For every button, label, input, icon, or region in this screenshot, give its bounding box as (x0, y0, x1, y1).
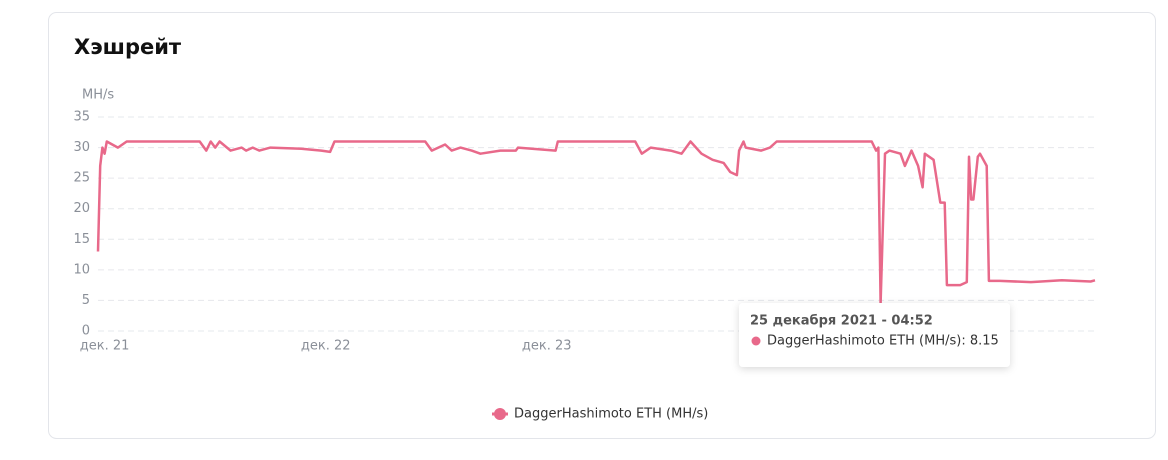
x-tick-label: дек. 23 (522, 339, 572, 354)
y-axis-label: MH/s (82, 88, 114, 103)
chart-title: Хэшрейт (74, 35, 182, 59)
legend-label: DaggerHashimoto ETH (MH/s) (514, 407, 708, 422)
x-tick-label: дек. 22 (301, 339, 351, 354)
tooltip: 25 декабря 2021 - 04:52 DaggerHashimoto … (739, 303, 1010, 367)
y-tick-label: 15 (73, 232, 90, 247)
y-tick-label: 10 (73, 262, 90, 277)
tooltip-marker (751, 336, 761, 346)
y-tick-label: 25 (73, 171, 90, 186)
y-tick-label: 5 (82, 293, 90, 308)
x-tick-label: дек. 21 (80, 339, 130, 354)
y-tick-label: 20 (73, 201, 90, 216)
legend-marker (494, 408, 506, 420)
y-tick-label: 30 (73, 140, 90, 155)
series-line (96, 140, 1096, 305)
tooltip-text: DaggerHashimoto ETH (MH/s): 8.15 (767, 334, 999, 349)
tooltip-box (739, 303, 1010, 367)
y-tick-label: 0 (82, 324, 90, 339)
card (48, 12, 1156, 439)
tooltip-title: 25 декабря 2021 - 04:52 (750, 314, 933, 329)
y-tick-label: 35 (73, 110, 90, 125)
